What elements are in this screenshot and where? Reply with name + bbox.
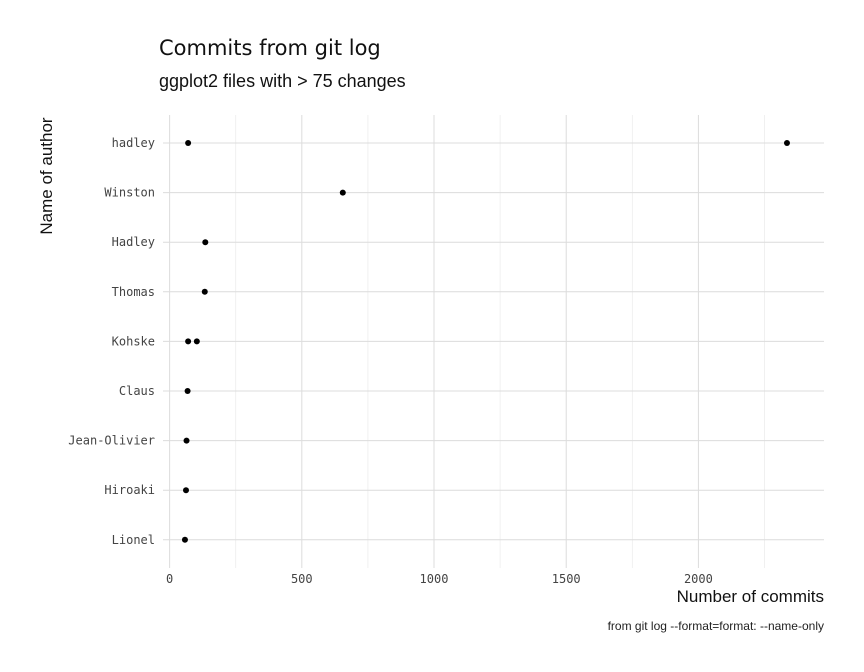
data-point bbox=[339, 189, 346, 196]
y-tick-label: Winston bbox=[104, 186, 155, 200]
data-point bbox=[202, 239, 209, 246]
y-tick-label: Jean-Olivier bbox=[68, 434, 155, 448]
chart-title: Commits from git log bbox=[159, 36, 381, 60]
y-tick-label: Lionel bbox=[112, 533, 155, 547]
data-point bbox=[183, 487, 190, 494]
chart-subtitle: ggplot2 files with > 75 changes bbox=[159, 71, 406, 91]
y-tick-label: Hiroaki bbox=[104, 483, 155, 497]
y-tick-label: Hadley bbox=[112, 235, 155, 249]
data-point bbox=[185, 338, 192, 345]
data-point bbox=[783, 140, 790, 146]
x-tick-label: 2000 bbox=[684, 572, 713, 586]
data-point bbox=[181, 536, 188, 543]
x-axis-label: Number of commits bbox=[676, 587, 824, 606]
data-point bbox=[201, 288, 208, 295]
data-point bbox=[193, 338, 200, 345]
y-tick-label: Thomas bbox=[112, 285, 155, 299]
y-tick-label: Claus bbox=[119, 384, 155, 398]
x-tick-label: 500 bbox=[291, 572, 313, 586]
y-tick-label: hadley bbox=[112, 136, 155, 150]
x-tick-label: 1000 bbox=[420, 572, 449, 586]
data-point bbox=[185, 140, 192, 146]
chart-caption: from git log --format=format: --name-onl… bbox=[607, 619, 824, 633]
data-point bbox=[183, 437, 190, 444]
x-tick-label: 1500 bbox=[552, 572, 581, 586]
x-tick-label: 0 bbox=[166, 572, 173, 586]
y-tick-label: Kohske bbox=[112, 334, 155, 348]
data-point bbox=[184, 388, 191, 394]
